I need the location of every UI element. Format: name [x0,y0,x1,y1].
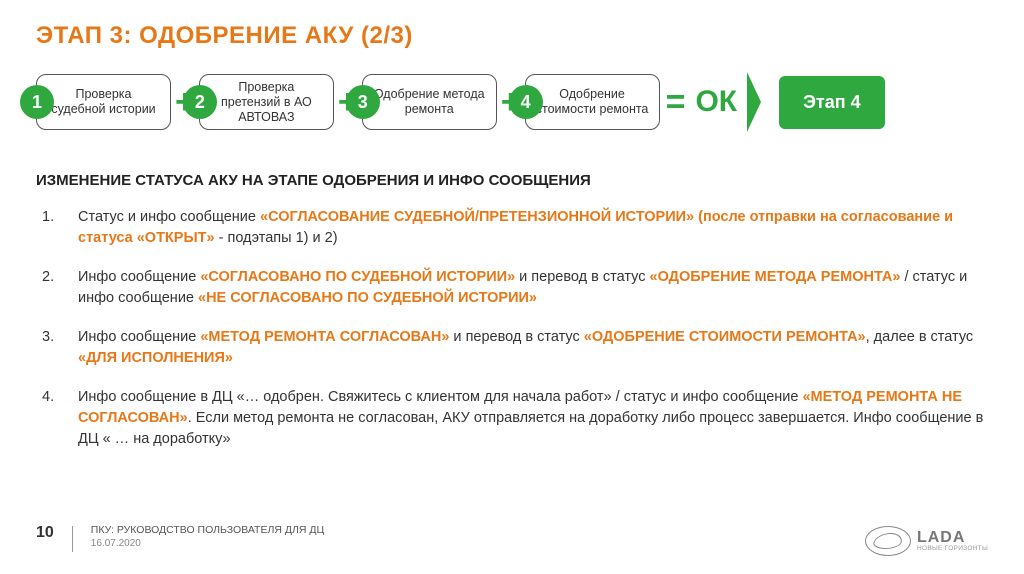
step-2-number: 2 [183,85,217,119]
logo-icon [865,526,911,556]
step-1-label: Проверка судебной истории [36,74,171,130]
highlight-text: «ОДОБРЕНИЕ МЕТОДА РЕМОНТА» [650,269,901,285]
page-title: ЭТАП 3: ОДОБРЕНИЕ АКУ (2/3) [36,22,988,50]
logo-name: LADA [917,530,988,546]
highlight-text: «ДЛЯ ИСПОЛНЕНИЯ» [78,350,233,366]
footer-meta: ПКУ: РУКОВОДСТВО ПОЛЬЗОВАТЕЛЯ ДЛЯ ДЦ 16.… [91,524,324,549]
highlight-text: «СОГЛАСОВАНО ПО СУДЕБНОЙ ИСТОРИИ» [200,269,515,285]
list-item-body: Инфо сообщение «СОГЛАСОВАНО ПО СУДЕБНОЙ … [78,267,988,309]
highlight-text: «МЕТОД РЕМОНТА СОГЛАСОВАН» [200,329,449,345]
highlight-text: «ОДОБРЕНИЕ СТОИМОСТИ РЕМОНТА» [584,329,866,345]
next-stage-badge: Этап 4 [779,76,885,129]
list-item-number: 1. [42,207,60,249]
step-1: 1 Проверка судебной истории [36,74,171,130]
plain-text: . Если метод ремонта не согласован, АКУ … [78,410,983,447]
ok-label: ОК [695,85,737,119]
step-2-label: Проверка претензий в АО АВТОВАЗ [199,74,334,130]
step-3-label: Одобрение метода ремонта [362,74,497,130]
footer-date: 16.07.2020 [91,538,324,549]
plain-text: и перевод в статус [449,329,583,345]
list-item-body: Инфо сообщение «МЕТОД РЕМОНТА СОГЛАСОВАН… [78,327,988,369]
brand-logo: LADA НОВЫЕ ГОРИЗОНТЫ [865,526,988,556]
plain-text: и перевод в статус [515,269,649,285]
status-list: 1. Статус и инфо сообщение «СОГЛАСОВАНИЕ … [36,207,988,450]
list-item-number: 3. [42,327,60,369]
footer-divider [72,526,73,552]
step-2: 2 Проверка претензий в АО АВТОВАЗ [199,74,334,130]
plain-text: - подэтапы 1) и 2) [215,230,338,246]
plain-text: Статус и инфо сообщение [78,209,260,225]
list-item: 3. Инфо сообщение «МЕТОД РЕМОНТА СОГЛАСОВ… [42,327,988,369]
footer-doc-title: ПКУ: РУКОВОДСТВО ПОЛЬЗОВАТЕЛЯ ДЛЯ ДЦ [91,524,324,536]
plain-text: Инфо сообщение в ДЦ «… одобрен. Свяжитес… [78,389,802,405]
arrow-right-icon [747,72,761,132]
list-item: 1. Статус и инфо сообщение «СОГЛАСОВАНИЕ … [42,207,988,249]
list-item: 4. Инфо сообщение в ДЦ «… одобрен. Свяжит… [42,387,988,450]
list-item-body: Инфо сообщение в ДЦ «… одобрен. Свяжитес… [78,387,988,450]
step-4: 4 Одобрение стоимости ремонта [525,74,660,130]
step-3: 3 Одобрение метода ремонта [362,74,497,130]
step-1-number: 1 [20,85,54,119]
logo-sub: НОВЫЕ ГОРИЗОНТЫ [917,546,988,553]
section-heading: ИЗМЕНЕНИЕ СТАТУСА АКУ НА ЭТАПЕ ОДОБРЕНИЯ… [36,172,988,189]
slide: ЭТАП 3: ОДОБРЕНИЕ АКУ (2/3) 1 Проверка с… [0,0,1024,574]
logo-text: LADA НОВЫЕ ГОРИЗОНТЫ [917,530,988,553]
equals-icon: = [666,83,686,122]
plain-text: Инфо сообщение [78,329,200,345]
page-number: 10 [36,524,54,542]
step-4-label: Одобрение стоимости ремонта [525,74,660,130]
plain-text: , далее в статус [866,329,974,345]
step-3-number: 3 [346,85,380,119]
step-4-number: 4 [509,85,543,119]
process-flow: 1 Проверка судебной истории + 2 Проверка… [36,72,988,132]
footer: 10 ПКУ: РУКОВОДСТВО ПОЛЬЗОВАТЕЛЯ ДЛЯ ДЦ … [36,524,324,552]
highlight-text: «НЕ СОГЛАСОВАНО ПО СУДЕБНОЙ ИСТОРИИ» [198,290,537,306]
list-item-number: 4. [42,387,60,450]
list-item-body: Статус и инфо сообщение «СОГЛАСОВАНИЕ СУ… [78,207,988,249]
plain-text: Инфо сообщение [78,269,200,285]
list-item-number: 2. [42,267,60,309]
list-item: 2. Инфо сообщение «СОГЛАСОВАНО ПО СУДЕБНО… [42,267,988,309]
